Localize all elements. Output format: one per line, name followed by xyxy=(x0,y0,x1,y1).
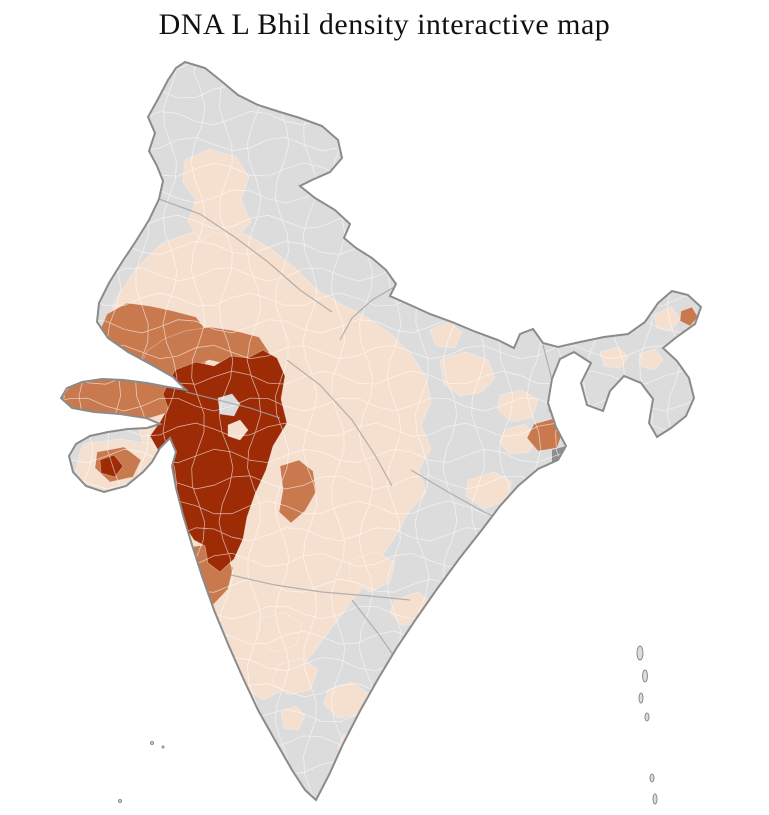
island-9[interactable] xyxy=(161,745,165,749)
island-7[interactable] xyxy=(150,741,154,745)
state-borders-layer xyxy=(158,198,553,673)
state-border-3 xyxy=(185,391,281,419)
sundarbans-patch xyxy=(552,446,572,468)
district-region-low-karnataka-2[interactable] xyxy=(271,657,319,696)
island-5[interactable] xyxy=(649,773,655,783)
district-region-low-telangana[interactable] xyxy=(349,551,396,593)
island-3[interactable] xyxy=(638,692,644,704)
district-region-mid-northeast-speck[interactable] xyxy=(679,306,699,327)
island-6[interactable] xyxy=(652,793,658,805)
district-region-low-assam[interactable] xyxy=(599,346,629,369)
state-border-4 xyxy=(230,574,411,601)
water-patches-layer xyxy=(552,446,572,468)
island-2[interactable] xyxy=(642,669,648,683)
india-coast-outline xyxy=(59,60,703,802)
district-region-low-karnataka-1[interactable] xyxy=(255,611,303,653)
island-4[interactable] xyxy=(644,712,650,722)
district-region-low-northeast-2[interactable] xyxy=(638,348,664,371)
map-title: DNA L Bhil density interactive map xyxy=(158,8,611,41)
islands-layer xyxy=(118,645,658,805)
district-region-high-saurashtra-speck[interactable] xyxy=(99,454,124,478)
district-region-low-northeast-1[interactable] xyxy=(653,306,681,331)
state-border-1 xyxy=(158,198,333,313)
island-1[interactable] xyxy=(636,645,644,661)
district-region-low-up-1[interactable] xyxy=(429,321,463,349)
state-border-8 xyxy=(339,285,397,341)
state-border-2 xyxy=(286,359,393,487)
island-8[interactable] xyxy=(118,799,122,803)
district-region-low-up-2[interactable] xyxy=(439,351,496,397)
